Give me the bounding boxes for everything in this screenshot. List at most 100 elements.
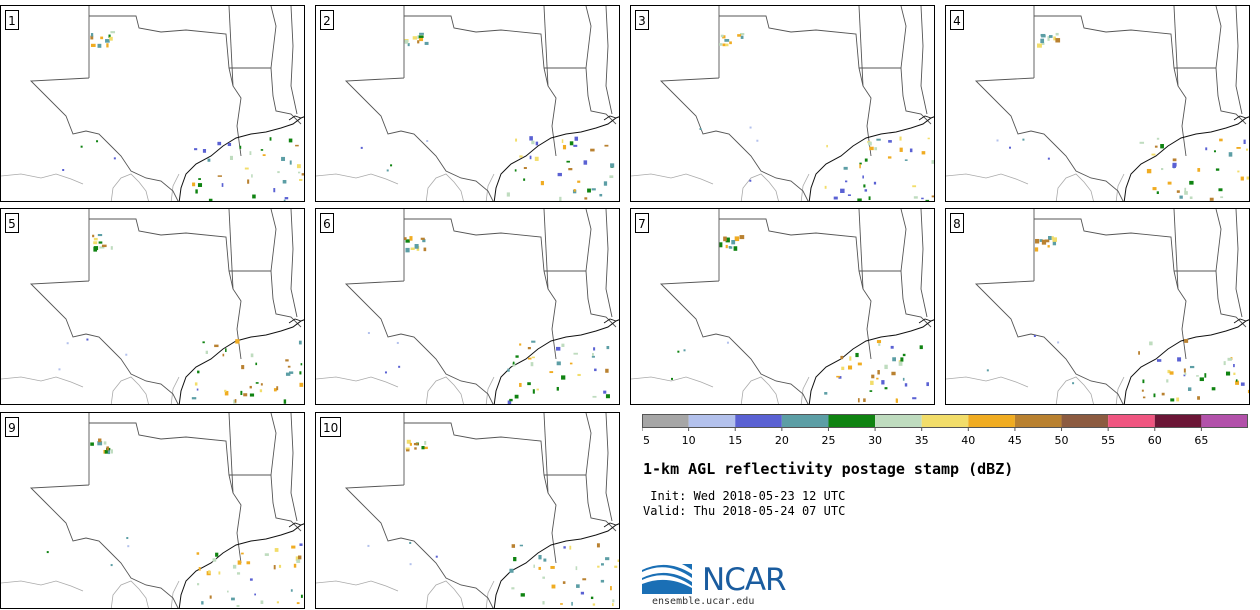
reflectivity-cell [874,147,878,151]
reflectivity-cell [277,171,280,174]
reflectivity-cell [733,246,738,251]
reflectivity-cell [424,446,428,450]
reflectivity-cell [110,246,113,250]
colorbar-tick-label: 35 [915,434,929,447]
reflectivity-cell [876,377,879,380]
reflectivity-cell [591,355,595,358]
reflectivity-cell [212,558,217,562]
reflectivity-cell [912,397,917,400]
reflectivity-cell [1034,247,1039,252]
reflectivity-cell [273,565,276,570]
reflectivity-cell [531,340,536,343]
reflectivity-cell [590,596,594,600]
reflectivity-cell [1041,35,1046,38]
reflectivity-cell [898,361,903,366]
reflectivity-cell [904,383,908,387]
reflectivity-cell [410,247,415,250]
reflectivity-cell [296,164,301,169]
reflectivity-cell [1156,137,1160,140]
reflectivity-cell [419,32,424,35]
reflectivity-cell [859,162,862,165]
reflectivity-cell [869,146,874,151]
reflectivity-cell [289,160,292,165]
reflectivity-cell [573,144,578,147]
reflectivity-cell [1138,351,1140,355]
reflectivity-cell [729,41,732,45]
reflectivity-cell [240,390,243,396]
reflectivity-cell [423,247,427,252]
reflectivity-cell [868,196,871,201]
reflectivity-cell [194,148,198,151]
reflectivity-cell [424,440,427,445]
reflectivity-cell [559,196,562,201]
reflectivity-cell [249,578,253,581]
reflectivity-cell [300,594,303,598]
member-panel: 7 [630,208,935,405]
reflectivity-cell [296,559,301,563]
reflectivity-cell [1213,150,1216,153]
reflectivity-cell [573,352,578,355]
reflectivity-cell [519,343,522,346]
reflectivity-cell [1183,368,1186,373]
reflectivity-cell [1141,389,1144,392]
colorbar-tick-label: 50 [1055,434,1069,447]
reflectivity-cell [236,605,240,607]
reflectivity-cell [225,348,227,352]
reflectivity-cell [405,239,410,243]
member-number-label: 6 [320,213,334,233]
reflectivity-cell [610,163,615,168]
reflectivity-cell [259,389,263,393]
reflectivity-cell [683,349,686,352]
reflectivity-cell [414,447,417,450]
reflectivity-cell [1179,195,1183,199]
reflectivity-cell [869,390,873,392]
reflectivity-cell [871,374,875,379]
reflectivity-cell [66,342,69,345]
reflectivity-cell [214,344,219,348]
reflectivity-cell [249,151,252,156]
reflectivity-cell [509,568,514,573]
reflectivity-cell [876,138,881,141]
reflectivity-cell [904,159,908,161]
reflectivity-cell [260,600,264,604]
colorbar-tick-label: 65 [1194,434,1208,447]
reflectivity-cell [1160,144,1164,149]
reflectivity-cell [515,355,519,358]
reflectivity-cell [1227,357,1232,361]
reflectivity-cell [536,388,539,391]
reflectivity-cell [110,449,113,454]
reflectivity-cell [569,362,573,365]
reflectivity-cell [406,439,411,444]
reflectivity-cell [605,368,609,373]
reflectivity-cell [409,563,412,566]
reflectivity-cell [405,449,410,452]
reflectivity-cell [596,543,600,548]
reflectivity-cell [1196,375,1199,377]
reflectivity-cell [197,370,200,374]
reflectivity-cell [243,393,248,397]
reflectivity-cell [198,178,201,180]
reflectivity-cell [1184,339,1189,343]
reflectivity-cell [234,399,237,403]
reflectivity-cell [1183,374,1186,377]
reflectivity-cell [222,353,225,357]
member-panel: 4 [945,5,1250,202]
reflectivity-cell [126,537,129,540]
reflectivity-cell [833,196,838,200]
reflectivity-cell [532,389,535,394]
reflectivity-cell [514,169,517,172]
reflectivity-cell [420,237,425,240]
reflectivity-cell [603,390,607,394]
reflectivity-cell [580,591,585,595]
reflectivity-cell [247,179,250,184]
reflectivity-cell [720,34,724,38]
reflectivity-cell [1169,371,1174,375]
reflectivity-cell [1172,158,1177,162]
reflectivity-cell [273,388,277,392]
reflectivity-cell [996,139,999,142]
reflectivity-cell [826,144,828,148]
reflectivity-cell [221,183,224,187]
reflectivity-cell [239,145,242,149]
reflectivity-cell [1048,236,1052,241]
member-panel: 1 [0,5,305,202]
